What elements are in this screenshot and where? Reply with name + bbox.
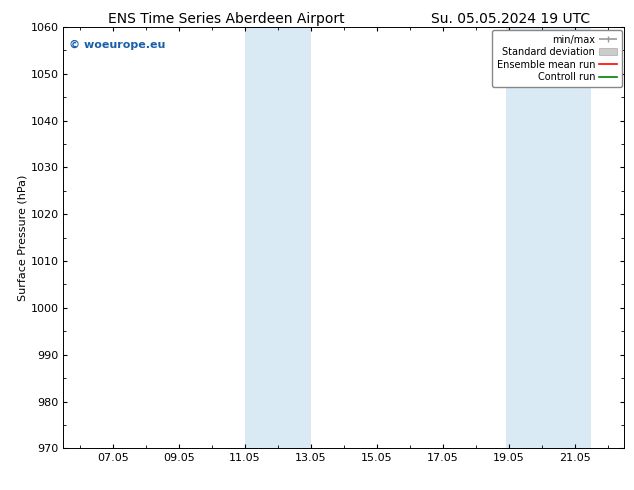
Bar	[506, 27, 592, 448]
Text: © woeurope.eu: © woeurope.eu	[69, 40, 165, 49]
Bar	[245, 27, 311, 448]
Y-axis label: Surface Pressure (hPa): Surface Pressure (hPa)	[18, 174, 28, 301]
Text: ENS Time Series Aberdeen Airport: ENS Time Series Aberdeen Airport	[108, 12, 344, 26]
Text: Su. 05.05.2024 19 UTC: Su. 05.05.2024 19 UTC	[431, 12, 590, 26]
Legend: min/max, Standard deviation, Ensemble mean run, Controll run: min/max, Standard deviation, Ensemble me…	[492, 30, 621, 87]
